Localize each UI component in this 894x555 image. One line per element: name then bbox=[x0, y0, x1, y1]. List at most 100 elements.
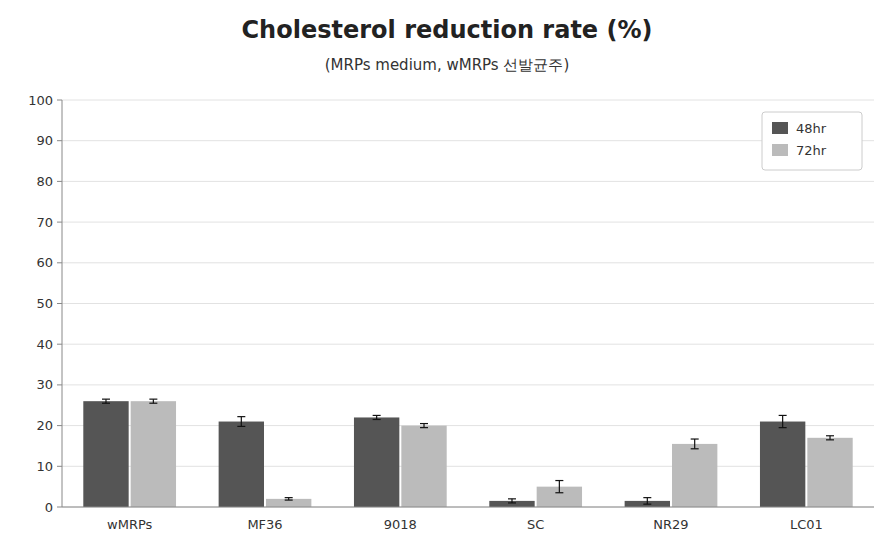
error-bar bbox=[102, 399, 110, 403]
y-axis: 0102030405060708090100 bbox=[28, 93, 62, 515]
legend-swatch bbox=[772, 144, 788, 156]
error-bar bbox=[826, 436, 834, 440]
bar bbox=[672, 444, 717, 507]
error-cap bbox=[691, 448, 699, 449]
error-line bbox=[647, 498, 648, 505]
error-line bbox=[153, 399, 154, 403]
bar bbox=[266, 499, 311, 507]
y-tick bbox=[57, 262, 62, 263]
grid-line bbox=[62, 303, 874, 304]
error-line bbox=[511, 499, 512, 503]
y-tick-label: 70 bbox=[36, 215, 53, 230]
error-cap bbox=[826, 439, 834, 440]
y-tick bbox=[57, 507, 62, 508]
y-tick-label: 100 bbox=[28, 93, 53, 108]
y-tick bbox=[57, 181, 62, 182]
error-bar bbox=[420, 424, 428, 428]
subtitle: (MRPs medium, wMRPs 선발균주) bbox=[325, 56, 570, 74]
error-line bbox=[105, 399, 106, 403]
error-cap bbox=[373, 419, 381, 420]
grid-line bbox=[62, 425, 874, 426]
error-line bbox=[423, 424, 424, 428]
bar bbox=[354, 417, 399, 507]
x-axis: wMRPsMF369018SCNR29LC01 bbox=[62, 507, 874, 532]
error-cap bbox=[285, 499, 293, 500]
error-bar bbox=[555, 481, 563, 493]
x-tick-label: NR29 bbox=[653, 517, 688, 532]
x-axis-line bbox=[62, 507, 874, 508]
y-axis-line bbox=[62, 100, 63, 507]
legend: 48hr 72hr bbox=[762, 112, 862, 170]
bar bbox=[807, 438, 852, 507]
legend-label: 72hr bbox=[796, 143, 827, 158]
error-bar bbox=[373, 415, 381, 419]
error-bar bbox=[643, 498, 651, 505]
grid-line bbox=[62, 100, 874, 101]
y-tick-label: 50 bbox=[36, 296, 53, 311]
error-cap bbox=[149, 399, 157, 400]
bars bbox=[83, 399, 852, 507]
y-tick-label: 20 bbox=[36, 418, 53, 433]
grid-line bbox=[62, 344, 874, 345]
chart-container: Cholesterol reduction rate (%) (MRPs medi… bbox=[0, 0, 894, 555]
grid-line bbox=[62, 181, 874, 182]
y-tick-label: 80 bbox=[36, 174, 53, 189]
y-tick-label: 60 bbox=[36, 255, 53, 270]
legend-label: 48hr bbox=[796, 121, 827, 136]
error-bar bbox=[149, 399, 157, 403]
y-tick-label: 40 bbox=[36, 337, 53, 352]
y-tick bbox=[57, 344, 62, 345]
grid bbox=[62, 100, 874, 507]
bar bbox=[760, 422, 805, 507]
grid-line bbox=[62, 507, 874, 508]
error-cap bbox=[102, 403, 110, 404]
y-tick-label: 0 bbox=[45, 500, 53, 515]
error-line bbox=[694, 439, 695, 449]
bar bbox=[401, 426, 446, 507]
error-cap bbox=[237, 416, 245, 417]
error-cap bbox=[420, 423, 428, 424]
y-tick bbox=[57, 222, 62, 223]
bar bbox=[219, 422, 264, 507]
y-tick bbox=[57, 466, 62, 467]
error-cap bbox=[643, 497, 651, 498]
error-bar bbox=[285, 498, 293, 500]
y-tick bbox=[57, 140, 62, 141]
x-tick-label: wMRPs bbox=[107, 517, 152, 532]
y-tick bbox=[57, 100, 62, 101]
error-cap bbox=[555, 492, 563, 493]
error-cap bbox=[420, 427, 428, 428]
error-bar bbox=[691, 439, 699, 449]
x-tick-label: MF36 bbox=[247, 517, 282, 532]
error-cap bbox=[102, 399, 110, 400]
error-cap bbox=[691, 438, 699, 439]
legend-swatch bbox=[772, 122, 788, 134]
error-cap bbox=[826, 435, 834, 436]
error-cap bbox=[237, 426, 245, 427]
x-tick-label: LC01 bbox=[790, 517, 823, 532]
title: Cholesterol reduction rate (%) bbox=[242, 16, 653, 44]
error-line bbox=[241, 417, 242, 427]
chart-svg: Cholesterol reduction rate (%) (MRPs medi… bbox=[0, 0, 894, 555]
grid-line bbox=[62, 384, 874, 385]
error-bar bbox=[508, 499, 516, 503]
y-tick-label: 10 bbox=[36, 459, 53, 474]
error-line bbox=[829, 436, 830, 440]
error-line bbox=[559, 481, 560, 493]
error-cap bbox=[508, 498, 516, 499]
grid-line bbox=[62, 222, 874, 223]
x-tick-label: 9018 bbox=[384, 517, 417, 532]
error-line bbox=[376, 415, 377, 419]
legend-box bbox=[762, 112, 862, 170]
grid-line bbox=[62, 140, 874, 141]
error-bar bbox=[779, 415, 787, 427]
error-cap bbox=[779, 415, 787, 416]
error-cap bbox=[285, 497, 293, 498]
y-tick bbox=[57, 384, 62, 385]
bar bbox=[131, 401, 176, 507]
error-cap bbox=[508, 502, 516, 503]
y-tick bbox=[57, 425, 62, 426]
error-cap bbox=[149, 403, 157, 404]
y-tick-label: 30 bbox=[36, 377, 53, 392]
error-cap bbox=[373, 415, 381, 416]
